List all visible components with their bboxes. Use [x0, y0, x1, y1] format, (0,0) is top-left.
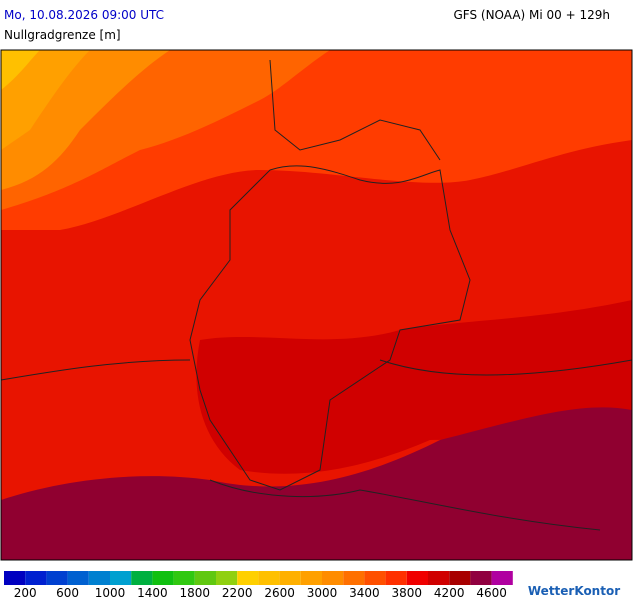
colorbar-label: 4600 [476, 586, 507, 600]
parameter: Nullgradgrenze [m] [4, 28, 121, 42]
colorbar-swatch [300, 571, 322, 585]
colorbar-label: 1400 [137, 586, 168, 600]
colorbar-swatch [88, 571, 110, 585]
colorbar-label: 1000 [95, 586, 126, 600]
valid-time: Mo, 10.08.2026 09:00 UTC [4, 8, 164, 22]
colorbar-swatch [449, 571, 471, 585]
colorbar-swatch [237, 571, 259, 585]
colorbar-label: 600 [56, 586, 79, 600]
colorbar-swatch [428, 571, 450, 585]
colorbar-label: 3400 [349, 586, 380, 600]
colorbar-label: 3000 [307, 586, 338, 600]
colorbar-swatch [4, 571, 26, 585]
colorbar-swatch [25, 571, 47, 585]
map [0, 49, 633, 561]
colorbar-swatch [258, 571, 280, 585]
colorbar-label: 1800 [180, 586, 211, 600]
colorbar-swatch [194, 571, 216, 585]
colorbar-swatch [343, 571, 365, 585]
colorbar-label: 2600 [264, 586, 295, 600]
colorbar-label: 200 [14, 586, 37, 600]
colorbar-swatch [67, 571, 89, 585]
colorbar-label: 4200 [434, 586, 465, 600]
colorbar-swatch [406, 571, 428, 585]
colorbar-swatch [173, 571, 195, 585]
colorbar-swatch [470, 571, 492, 585]
colorbar-swatch [322, 571, 344, 585]
colorbar-swatch [216, 571, 238, 585]
colorbar-swatch [364, 571, 386, 585]
model-run: GFS (NOAA) Mi 00 + 129h [453, 8, 610, 22]
colorbar-label: 2200 [222, 586, 253, 600]
colorbar-label: 3800 [392, 586, 423, 600]
colorbar-swatch [491, 571, 513, 585]
logo: WetterKontor [528, 584, 620, 598]
colorbar-swatch [279, 571, 301, 585]
colorbar-swatch [385, 571, 407, 585]
colorbar-swatch [131, 571, 153, 585]
colorbar-swatch [46, 571, 68, 585]
colorbar-swatch [152, 571, 174, 585]
colorbar-swatch [110, 571, 132, 585]
